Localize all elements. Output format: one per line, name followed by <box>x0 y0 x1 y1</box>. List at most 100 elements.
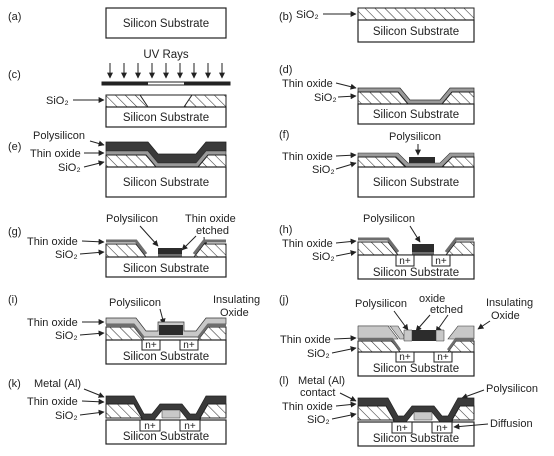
substrate-block <box>357 19 475 43</box>
center-oxide <box>161 409 181 419</box>
sio2-label: SiO₂ <box>55 249 78 261</box>
panel-c: (c) UV Rays SiO₂ Silicon Substrate <box>8 49 231 128</box>
panel-l: (l) Metal (Al) contact Polysilicon n+ n+… <box>279 375 538 447</box>
thin-oxide-left <box>358 337 402 351</box>
sio2-label: SiO₂ <box>55 410 78 422</box>
substrate-label: Silicon Substrate <box>373 177 459 189</box>
metal-arrow <box>339 392 357 402</box>
polysilicon-gate <box>159 325 183 335</box>
etched-arrow-left <box>415 314 431 332</box>
thin-oxide-label: Thin oxide <box>30 148 81 160</box>
polysilicon-gate <box>412 330 436 341</box>
polysilicon-gate <box>409 157 435 163</box>
etched-arrow-left <box>181 235 197 251</box>
thin-oxide-arrow <box>335 82 357 90</box>
panel-c-tag: (c) <box>8 69 21 81</box>
sio2-label: SiO₂ <box>312 164 335 176</box>
polysilicon-arrow <box>89 140 105 147</box>
nplus-right-label: n+ <box>184 421 196 432</box>
substrate-block <box>105 419 227 445</box>
mask-opaque-left <box>102 82 148 85</box>
panel-e-tag: (e) <box>8 141 21 153</box>
metal-arrow <box>83 388 105 398</box>
sio2-arrow <box>337 93 357 100</box>
diffusion-left <box>141 339 161 351</box>
panel-e: (e) Polysilicon Thin oxide SiO₂ Silicon … <box>8 130 227 198</box>
thin-oxide-right <box>197 323 226 339</box>
substrate-label: Silicon Substrate <box>373 267 459 279</box>
center-oxide <box>413 411 433 421</box>
sio2-label: SiO₂ <box>46 95 69 107</box>
panel-j: (j) Polysilicon oxide etched Insulating … <box>279 293 533 377</box>
sio2-label: SiO₂ <box>312 251 335 263</box>
nplus-left-label: n+ <box>145 340 157 351</box>
insulating-arrow <box>477 320 491 330</box>
substrate-label: Silicon Substrate <box>123 18 209 30</box>
insulating-label-line1: Insulating <box>486 297 533 309</box>
substrate-label: Silicon Substrate <box>123 351 209 363</box>
substrate-block <box>105 7 227 39</box>
thin-oxide-label: Thin oxide <box>282 78 333 90</box>
panel-b-tag: (b) <box>279 11 292 23</box>
uv-rays-label: UV Rays <box>143 49 189 61</box>
nplus-right-label: n+ <box>436 423 448 434</box>
substrate-label: Silicon Substrate <box>373 26 459 38</box>
oxide-etched-line2: etched <box>430 304 463 316</box>
diffusion-left <box>395 254 415 267</box>
panel-a: (a) Silicon Substrate <box>8 7 227 39</box>
panel-a-tag: (a) <box>8 11 21 23</box>
diffusion-right <box>433 351 453 363</box>
sio2-arrow <box>331 412 357 420</box>
polysilicon-label: Polysilicon <box>355 298 407 310</box>
substrate-label: Silicon Substrate <box>373 109 459 121</box>
panel-i-tag: (i) <box>8 294 18 306</box>
diffusion-left <box>139 419 161 432</box>
thin-oxide-label: Thin oxide <box>27 317 78 329</box>
thin-oxide-left <box>106 323 145 339</box>
sio2-left <box>105 94 149 108</box>
gate-spacer-left <box>403 329 413 342</box>
thin-oxide-right <box>446 337 474 351</box>
sio2-layer <box>357 7 475 21</box>
diffusion-left <box>395 351 415 363</box>
sio2-label: SiO₂ <box>55 330 78 342</box>
gate-thin-oxide <box>158 254 182 257</box>
nplus-right-label: n+ <box>183 340 195 351</box>
sio2-label: SiO₂ <box>314 92 337 104</box>
diffusion-left <box>391 421 413 434</box>
polysilicon-gate <box>158 248 182 254</box>
thin-oxide-arrow <box>333 335 357 342</box>
panel-k: (k) Metal (Al) n+ n+ Thin oxide SiO₂ Sil… <box>8 378 227 445</box>
thin-oxide-left <box>106 239 148 255</box>
sio2-right <box>451 405 475 421</box>
sio2-right <box>199 403 227 419</box>
sio2-label: SiO₂ <box>307 348 330 360</box>
panel-h-tag: (h) <box>279 224 292 236</box>
diffusion-right <box>431 254 451 267</box>
sio2-left <box>357 405 395 421</box>
polysilicon-arrow <box>461 389 485 399</box>
nplus-left-label: n+ <box>396 423 408 434</box>
substrate-label: Silicon Substrate <box>123 112 209 124</box>
substrate-block <box>105 106 227 128</box>
panel-f: (f) Polysilicon Thin oxide SiO₂ Silicon … <box>279 129 475 198</box>
diffusion-right <box>431 421 453 434</box>
nplus-right-label: n+ <box>437 352 449 363</box>
diffusion-right <box>179 339 199 351</box>
panel-l-tag: (l) <box>279 375 289 387</box>
substrate-label: Silicon Substrate <box>123 431 209 443</box>
sio2-arrow <box>83 160 105 168</box>
nplus-left-label: n+ <box>399 352 411 363</box>
nplus-left-label: n+ <box>399 256 411 267</box>
insulating-oxide-left-block <box>357 325 399 340</box>
substrate-block <box>105 339 227 365</box>
panel-g-tag: (g) <box>8 226 21 238</box>
nplus-left-label: n+ <box>144 421 156 432</box>
metal-label: Metal (Al) <box>34 378 81 390</box>
insulating-label-line2: Oxide <box>491 310 520 322</box>
panel-k-tag: (k) <box>8 378 21 390</box>
polysilicon-label: Polysilicon <box>33 130 85 142</box>
polysilicon-arrow <box>409 225 421 243</box>
sio2-arrow <box>331 346 357 354</box>
